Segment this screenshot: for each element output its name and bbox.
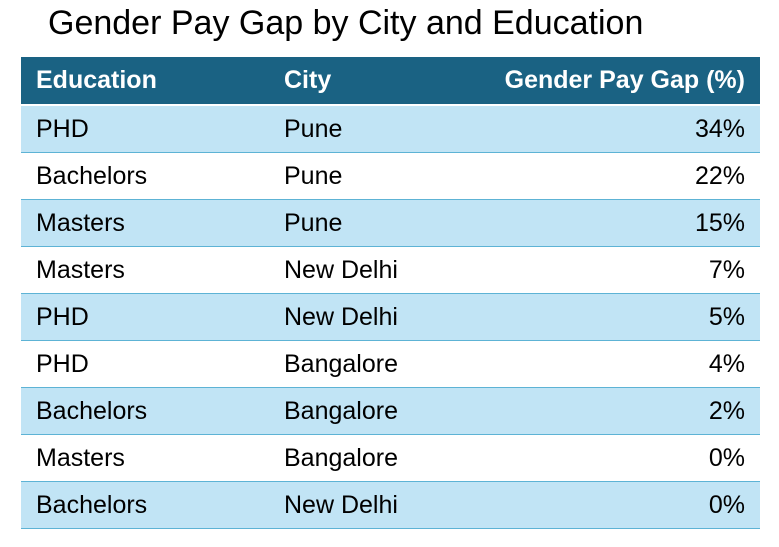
education-cell: Masters xyxy=(21,246,269,294)
education-cell: Bachelors xyxy=(21,387,269,435)
table-row: Masters Pune 15% xyxy=(21,199,760,247)
pay-gap-cell: 2% xyxy=(477,387,760,435)
education-cell: Masters xyxy=(21,199,269,247)
education-cell: PHD xyxy=(21,105,269,153)
education-cell: Masters xyxy=(21,434,269,482)
column-header-city: City xyxy=(269,57,477,106)
table-header-row: Education City Gender Pay Gap (%) xyxy=(21,57,760,106)
table-row: Masters Bangalore 0% xyxy=(21,434,760,482)
table-body: PHD Pune 34% Bachelors Pune 22% Masters Pune 15%… xyxy=(21,105,760,529)
city-cell: New Delhi xyxy=(269,293,477,341)
table-row: PHD Pune 34% xyxy=(21,105,760,153)
city-cell: Bangalore xyxy=(269,434,477,482)
chart-title: Gender Pay Gap by City and Education xyxy=(48,4,644,42)
city-cell: Pune xyxy=(269,152,477,200)
education-cell: Bachelors xyxy=(21,152,269,200)
city-cell: Bangalore xyxy=(269,340,477,388)
education-cell: PHD xyxy=(21,340,269,388)
column-header-education: Education xyxy=(21,57,269,106)
pay-gap-cell: 22% xyxy=(477,152,760,200)
table-row: PHD Bangalore 4% xyxy=(21,340,760,388)
city-cell: Bangalore xyxy=(269,387,477,435)
city-cell: New Delhi xyxy=(269,246,477,294)
pay-gap-cell: 5% xyxy=(477,293,760,341)
table-row: Masters New Delhi 7% xyxy=(21,246,760,294)
table-row: Bachelors New Delhi 0% xyxy=(21,481,760,529)
education-cell: PHD xyxy=(21,293,269,341)
table-row: Bachelors Bangalore 2% xyxy=(21,387,760,435)
pay-gap-cell: 34% xyxy=(477,105,760,153)
pay-gap-cell: 0% xyxy=(477,434,760,482)
table-row: Bachelors Pune 22% xyxy=(21,152,760,200)
pay-gap-cell: 0% xyxy=(477,481,760,529)
pay-gap-table: Education City Gender Pay Gap (%) PHD Pun… xyxy=(21,57,760,529)
city-cell: New Delhi xyxy=(269,481,477,529)
table-row: PHD New Delhi 5% xyxy=(21,293,760,341)
pay-gap-cell: 7% xyxy=(477,246,760,294)
pay-gap-cell: 15% xyxy=(477,199,760,247)
city-cell: Pune xyxy=(269,105,477,153)
city-cell: Pune xyxy=(269,199,477,247)
column-header-gender-pay-gap: Gender Pay Gap (%) xyxy=(477,57,760,106)
pay-gap-cell: 4% xyxy=(477,340,760,388)
education-cell: Bachelors xyxy=(21,481,269,529)
